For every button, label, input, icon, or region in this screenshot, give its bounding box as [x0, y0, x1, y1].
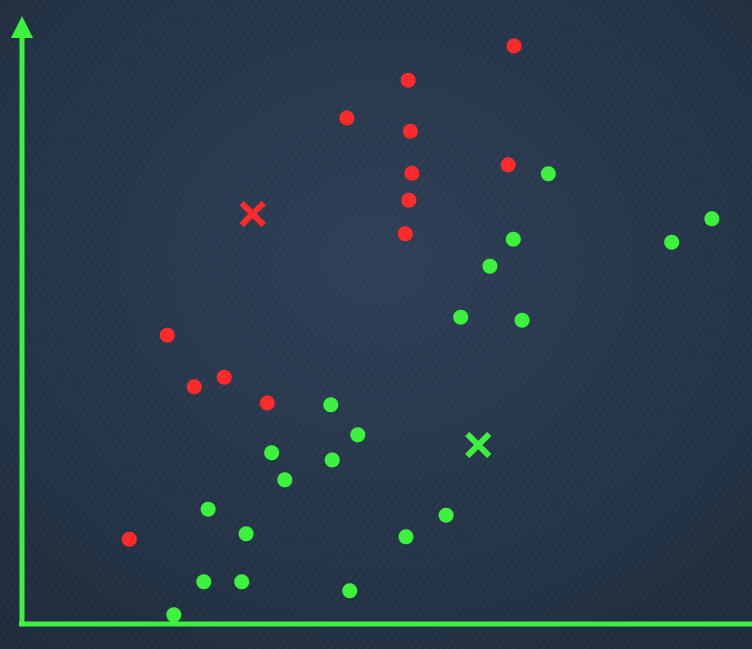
- centroid: [239, 200, 266, 228]
- point: [506, 38, 522, 54]
- point: [342, 583, 358, 599]
- point: [196, 574, 212, 590]
- point: [438, 507, 454, 523]
- point: [159, 327, 175, 343]
- point: [505, 231, 521, 247]
- point: [186, 379, 202, 395]
- point: [514, 312, 530, 328]
- point: [401, 192, 417, 208]
- point: [238, 526, 254, 542]
- point: [398, 529, 414, 545]
- point: [200, 501, 216, 517]
- y-axis-arrow: [11, 16, 33, 38]
- point: [259, 395, 275, 411]
- point: [234, 574, 250, 590]
- point: [453, 309, 469, 325]
- point: [323, 397, 339, 413]
- point: [482, 258, 498, 274]
- point: [404, 165, 420, 181]
- point: [339, 110, 355, 126]
- point: [540, 166, 556, 182]
- point: [216, 369, 232, 385]
- point: [500, 157, 516, 173]
- point: [400, 72, 416, 88]
- point: [277, 472, 293, 488]
- point: [664, 234, 680, 250]
- point: [402, 123, 418, 139]
- point: [397, 226, 413, 242]
- point: [350, 427, 366, 443]
- point: [166, 607, 182, 623]
- point: [704, 211, 720, 227]
- point: [264, 445, 280, 461]
- marks: [121, 38, 720, 623]
- point: [324, 452, 340, 468]
- point: [121, 531, 137, 547]
- centroid: [465, 431, 492, 459]
